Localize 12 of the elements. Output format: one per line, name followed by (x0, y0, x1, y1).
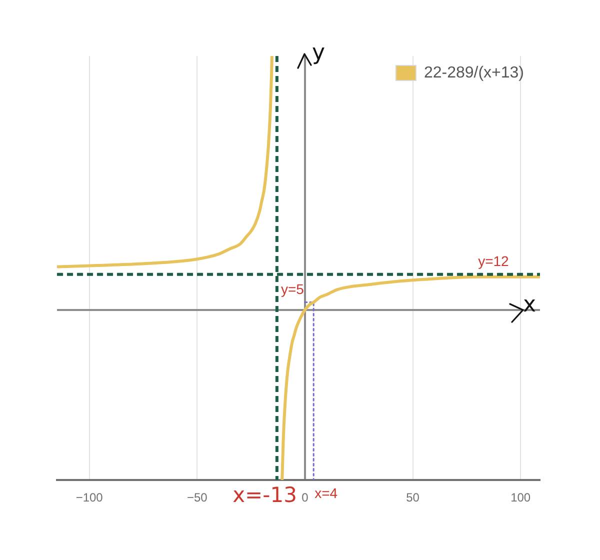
legend-label: 22-289/(x+13) (424, 64, 524, 82)
x-tick-label: −100 (76, 490, 104, 505)
ref-line-label: x=-13 (232, 482, 297, 507)
annotation: y=5 (281, 281, 304, 298)
annotation: x=4 (314, 484, 338, 501)
x-tick-label: 50 (406, 490, 420, 505)
x-tick-label: 0 (302, 490, 309, 505)
x-axis-title: x (523, 292, 536, 318)
x-tick-label: 100 (510, 490, 531, 505)
annotation: y=12 (478, 253, 510, 270)
y-axis-title: y (312, 40, 325, 66)
x-tick-label: −50 (186, 490, 208, 505)
